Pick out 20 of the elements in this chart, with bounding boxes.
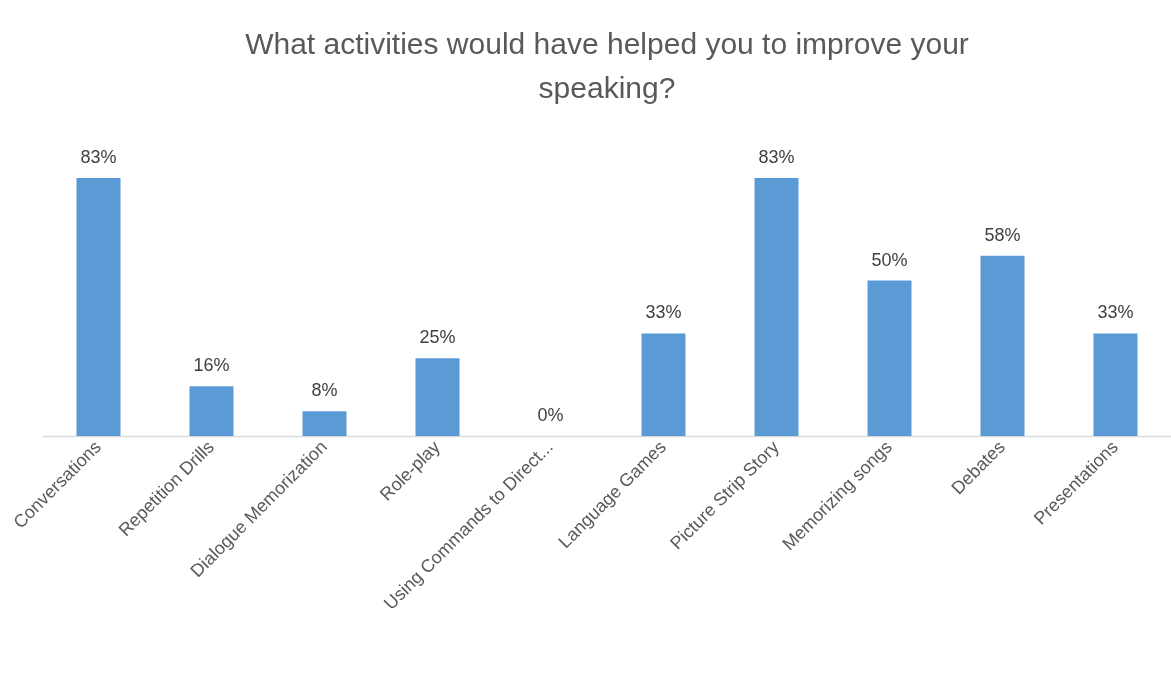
- bar: [189, 386, 234, 436]
- data-label: 83%: [80, 147, 117, 167]
- data-label: 58%: [984, 224, 1021, 245]
- data-label: 16%: [193, 355, 230, 376]
- data-label: 8%: [311, 380, 338, 401]
- data-label: 25%: [419, 327, 456, 348]
- bar: [867, 280, 912, 436]
- bar: [980, 255, 1025, 436]
- chart-title: What activities would have helped you to improve your speaking?: [245, 27, 969, 104]
- bar: [76, 178, 121, 436]
- bar: [302, 411, 347, 436]
- data-label: 50%: [871, 249, 908, 270]
- data-label: 33%: [1097, 302, 1134, 323]
- bar: [415, 358, 460, 436]
- bar: [641, 333, 686, 436]
- bar: [1093, 333, 1138, 436]
- data-label: 83%: [758, 147, 795, 167]
- data-label: 33%: [645, 302, 682, 323]
- bar: [754, 178, 799, 436]
- data-label: 0%: [537, 405, 564, 425]
